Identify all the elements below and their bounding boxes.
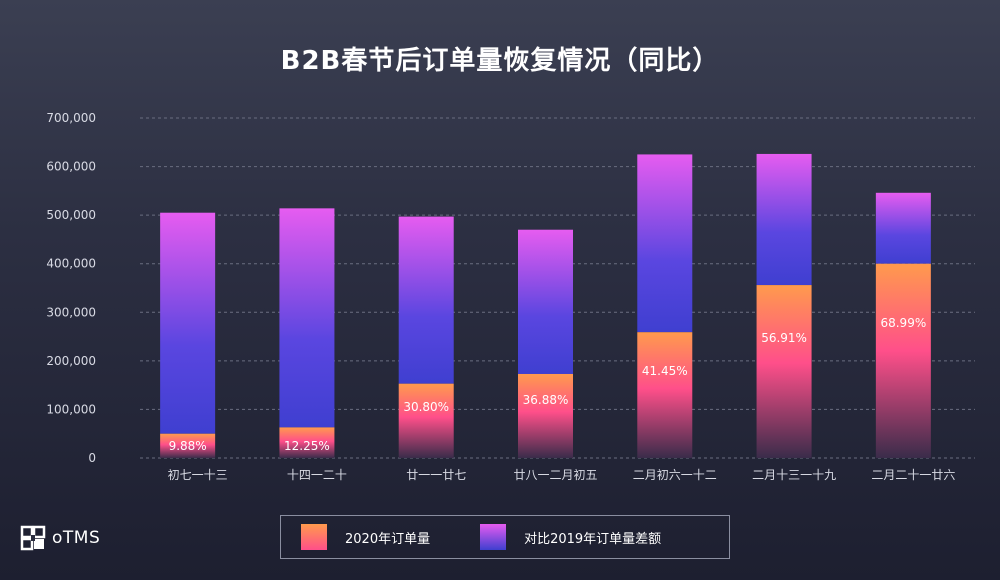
percent-label: 30.80%	[403, 400, 449, 414]
bar-2020	[398, 383, 454, 458]
y-tick-label: 100,000	[46, 402, 96, 416]
bar-diff-2019	[756, 153, 812, 286]
y-tick-label: 200,000	[46, 354, 96, 368]
bar-diff-2019	[160, 212, 216, 434]
otms-logo: oTMS	[20, 525, 100, 551]
y-axis-ticks: 0 100,000 200,000 300,000 400,000 500,000 600,…	[46, 111, 96, 465]
legend-item-2020: 2020年订单量	[301, 524, 430, 550]
bar-diff-2019	[398, 216, 454, 384]
bar-2020	[756, 285, 812, 458]
percent-label: 41.45%	[642, 364, 688, 378]
x-tick-label: 廿八一二月初五	[513, 468, 597, 482]
percent-label: 56.91%	[761, 331, 807, 345]
bar-2020	[279, 427, 335, 458]
legend-label-diff: 对比2019年订单量差额	[524, 531, 662, 547]
x-tick-label: 初七一十三	[168, 468, 228, 482]
x-axis-ticks: 初七一十三 十四一二十 廿一一廿七 廿八一二月初五 二月初六一十二 二月十三一十九 二月二十…	[168, 468, 956, 482]
bar-2020	[518, 373, 573, 458]
legend-label-2020: 2020年订单量	[345, 531, 431, 547]
bars: 9.88% 12.25% 30.80% 36.88% 41.45% 56.91% 68.99…	[160, 153, 931, 458]
gridlines	[140, 117, 975, 459]
y-tick-label: 300,000	[46, 305, 96, 319]
bar-diff-2019	[637, 154, 693, 333]
y-tick-label: 400,000	[46, 257, 96, 271]
percent-label: 12.25%	[284, 439, 330, 453]
otms-logo-icon	[20, 525, 46, 551]
bar-diff-2019	[518, 229, 573, 374]
x-tick-label: 二月初六一十二	[633, 468, 717, 482]
y-tick-label: 700,000	[46, 111, 96, 125]
chart-title: B2B春节后订单量恢复情况（同比）	[280, 46, 720, 76]
otms-logo-text: oTMS	[52, 528, 101, 548]
x-tick-label: 十四一二十	[287, 468, 347, 482]
bar-2020	[875, 263, 931, 458]
bar-2020	[160, 433, 216, 458]
legend-swatch-2020	[301, 524, 327, 550]
bar-diff-2019	[875, 192, 931, 264]
x-tick-label: 廿一一廿七	[406, 468, 466, 482]
y-tick-label: 0	[88, 451, 96, 465]
x-tick-label: 二月二十一廿六	[871, 468, 955, 482]
legend-item-diff: 对比2019年订单量差额	[480, 524, 661, 550]
legend-swatch-diff	[480, 524, 507, 550]
bar-2020	[637, 332, 693, 458]
percent-label: 68.99%	[880, 316, 926, 330]
percent-label: 36.88%	[523, 393, 569, 407]
legend: 2020年订单量 对比2019年订单量差额	[280, 515, 730, 559]
x-tick-label: 二月十三一十九	[752, 468, 836, 482]
y-tick-label: 600,000	[46, 160, 96, 174]
bar-diff-2019	[279, 208, 335, 428]
bar-chart: 0 100,000 200,000 300,000 400,000 500,000 600,…	[46, 111, 975, 482]
y-tick-label: 500,000	[46, 208, 96, 222]
percent-label: 9.88%	[169, 439, 207, 453]
